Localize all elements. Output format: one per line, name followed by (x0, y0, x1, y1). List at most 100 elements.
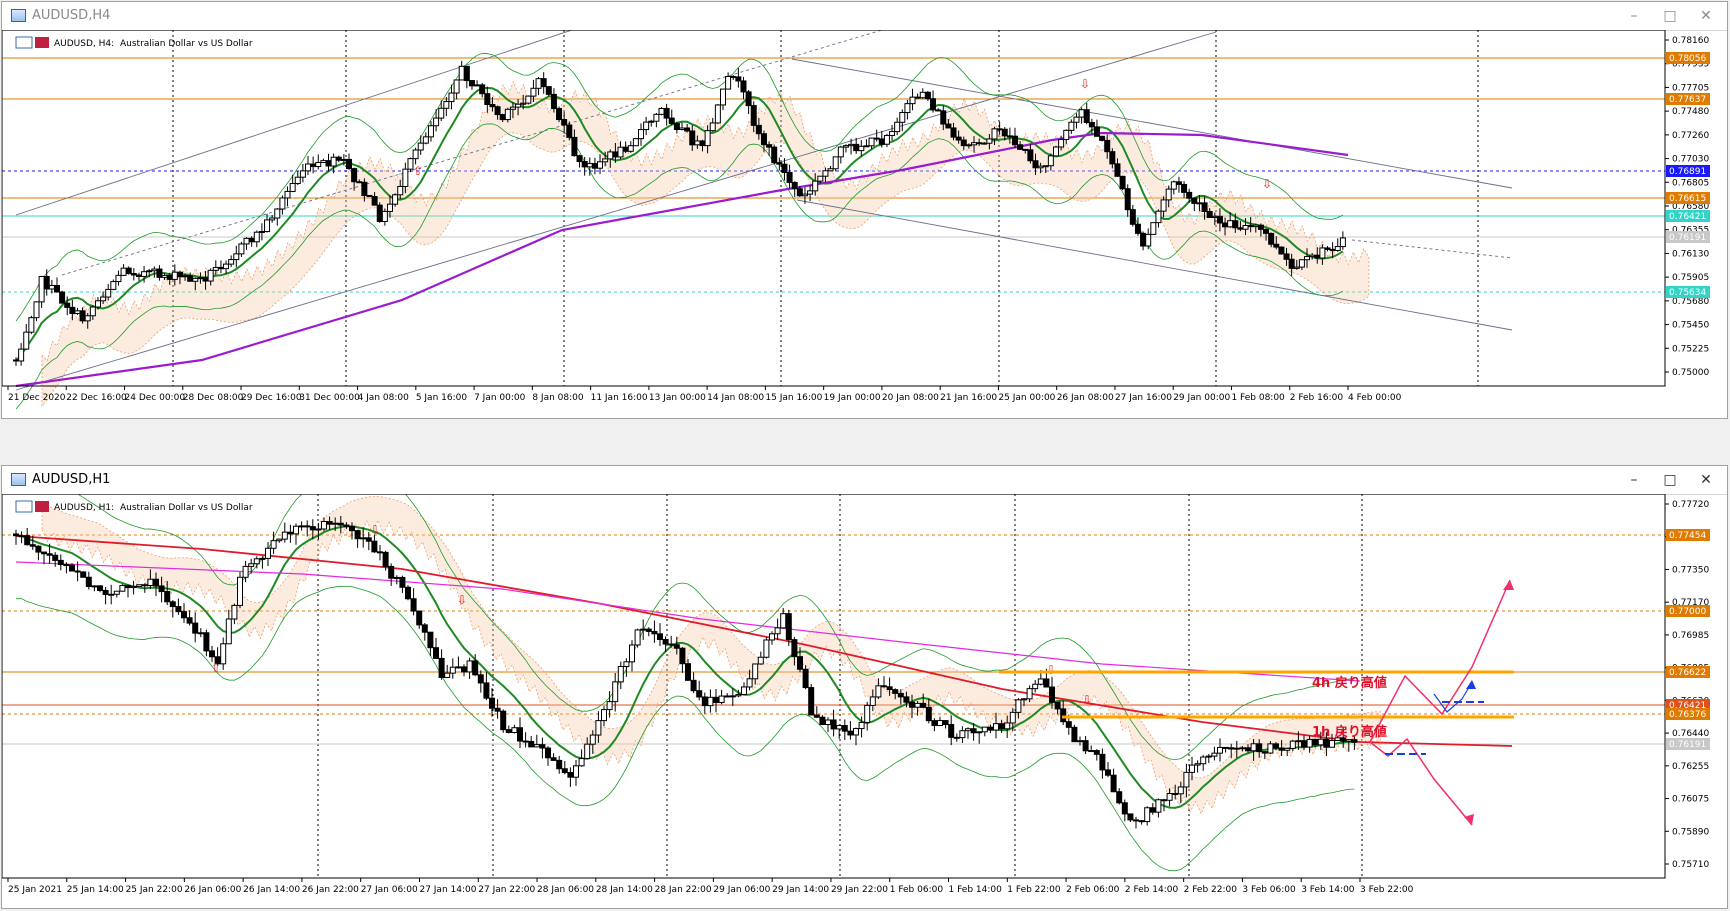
candle-body (351, 168, 358, 183)
candle-body (909, 701, 915, 708)
signal-arrow-icon: ⇩ (370, 523, 380, 537)
candle-body (1263, 228, 1270, 234)
candle-body (100, 296, 107, 302)
candle-body (1060, 708, 1067, 723)
candle-body (785, 613, 792, 641)
candle-body (80, 571, 87, 578)
candle-body (166, 274, 173, 280)
chart-window-h1[interactable]: AUDUSD,H1 – □ ✕ ⇩ ⇩ ⇧ ⇩ ⇩ AUDUSD, H1: Austra… (1, 465, 1728, 909)
price-tag (1666, 210, 1710, 222)
price-tag-label: 0.76191 (1669, 233, 1706, 243)
time-label: 20 Jan 08:00 (882, 393, 939, 403)
candle-body (438, 107, 445, 119)
candle-body (335, 156, 342, 161)
time-label: 14 Jan 08:00 (707, 393, 764, 403)
candle-body (607, 151, 614, 160)
candle-body (771, 146, 778, 164)
price-label: 0.76255 (1672, 762, 1709, 772)
maximize-icon[interactable]: □ (1663, 8, 1677, 24)
maximize-icon[interactable]: □ (1663, 472, 1677, 488)
candle-body (776, 162, 783, 165)
candle-body (1004, 722, 1011, 730)
signal-arrow-icon: ⇧ (211, 661, 221, 675)
candle-body (212, 266, 219, 271)
candle-body (986, 138, 993, 144)
close-icon[interactable]: ✕ (1700, 8, 1712, 24)
h1-chart-area[interactable]: ⇩ ⇩ ⇧ ⇩ ⇩ AUDUSD, H1: Australian Dollar vs U… (2, 494, 1727, 908)
candle-body (822, 170, 829, 177)
candle-body (581, 161, 588, 168)
candle-body (595, 720, 602, 736)
candle-body (1114, 163, 1121, 177)
candle-body (1319, 247, 1326, 259)
candle-body (875, 685, 882, 698)
candle-body (858, 145, 865, 152)
candle-body (237, 576, 243, 606)
candle-body (468, 80, 475, 87)
candle-body (417, 142, 424, 151)
symbol-flag-icon (35, 501, 49, 512)
candle-body (197, 632, 204, 635)
candle-body (1133, 819, 1139, 822)
candle-body (472, 660, 479, 676)
candle-body (13, 359, 19, 362)
candle-body (701, 696, 708, 707)
candle-body (606, 701, 613, 711)
title-bar-h4[interactable]: AUDUSD,H4 – □ ✕ (2, 2, 1727, 31)
candle-body (576, 155, 583, 163)
candle-body (63, 564, 70, 567)
candle-body (689, 130, 696, 146)
candle-body (1017, 144, 1024, 150)
candle-body (769, 633, 775, 641)
candle-body (597, 161, 604, 169)
candle-body (617, 146, 624, 158)
price-axis: 0.78160 0.77935 0.77705 0.77480 0.77260 0.770… (1665, 36, 1710, 378)
candle-body (629, 644, 635, 663)
time-label: 28 Jan 14:00 (596, 885, 653, 895)
candle-body (320, 160, 327, 164)
candle-body (1228, 747, 1235, 750)
annotation-4h-swing-high: 4h 戻り高値 (1312, 675, 1387, 691)
candle-body (550, 93, 557, 110)
candle-body (889, 131, 896, 136)
time-label: 27 Jan 22:00 (478, 885, 535, 895)
candle-body (376, 204, 383, 222)
candle-body (489, 103, 496, 108)
candle-body (914, 96, 921, 99)
candle-body (361, 181, 368, 196)
candle-body (1093, 126, 1100, 137)
candle-body (832, 156, 839, 170)
window-title: AUDUSD,H1 (32, 472, 111, 487)
candle-body (746, 678, 753, 688)
price-tag-label: 0.76191 (1669, 740, 1706, 750)
candle-body (410, 598, 417, 612)
title-bar-h1[interactable]: AUDUSD,H1 – □ ✕ (2, 466, 1727, 495)
candle-body (156, 268, 163, 278)
h4-chart-area[interactable]: ⇧ ⇩ ⇩ AUDUSD, H4: Australian Dollar vs US … (2, 30, 1727, 418)
candle-body (85, 576, 92, 587)
minimize-icon[interactable]: – (1630, 472, 1638, 488)
candle-body (281, 531, 288, 540)
candle-body (1127, 813, 1134, 821)
minimize-icon[interactable]: – (1630, 8, 1638, 24)
time-label: 21 Dec 2020 (8, 393, 66, 403)
candle-body (171, 271, 178, 280)
chart-info: AUDUSD, H4: Australian Dollar vs US Doll… (15, 36, 253, 49)
cloud-area (41, 495, 1381, 815)
candle-body (181, 611, 187, 619)
candle-body (315, 162, 322, 168)
candle-body (74, 310, 81, 315)
candle-body (1273, 743, 1279, 749)
candle-body (1200, 756, 1207, 765)
chart-window-h4[interactable]: AUDUSD,H4 – □ ✕ ⇧ ⇩ ⇩ AUDUSD, H4: Australi… (1, 1, 1728, 419)
candle-body (1273, 243, 1280, 248)
candle-body (886, 686, 893, 691)
candle-body (1201, 202, 1208, 212)
candlesticks (13, 515, 1358, 829)
candle-body (1121, 802, 1128, 815)
candle-body (1323, 738, 1330, 748)
close-icon[interactable]: ✕ (1700, 472, 1712, 488)
signal-arrow-icon: ⇩ (1262, 177, 1272, 191)
candle-body (1032, 683, 1039, 690)
candle-body (841, 725, 848, 732)
